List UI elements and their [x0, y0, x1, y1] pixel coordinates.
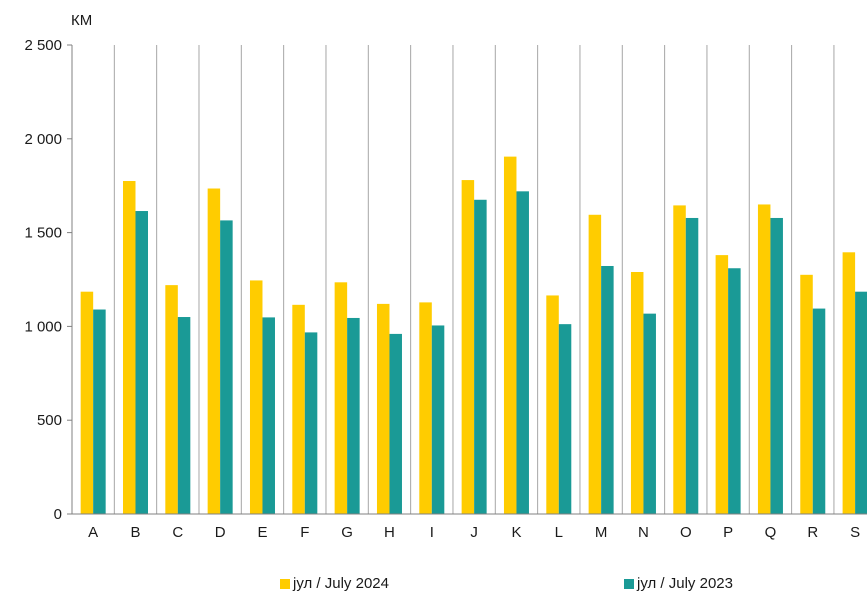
bar-o-2024: [673, 205, 686, 514]
bar-p-2023: [728, 268, 741, 514]
bar-i-2023: [431, 325, 445, 514]
y-tick-label: 1 500: [24, 225, 62, 242]
x-tick-label-r: R: [807, 524, 818, 541]
bar-e-2023: [262, 317, 275, 514]
bar-m-2024: [588, 214, 602, 514]
x-axis-ticks: A B C D E F G H I J K L M N O P Q R S: [88, 524, 860, 541]
bar-d-2024: [207, 188, 221, 514]
bar-h-2024: [376, 303, 390, 514]
legend-item-2023: јул / July 2023: [624, 575, 733, 592]
bar-l-2024: [546, 295, 559, 514]
bar-c-2024: [165, 285, 178, 514]
bar-e-2024: [249, 280, 263, 514]
x-tick-label-q: Q: [765, 524, 777, 541]
legend-swatch-2024: [280, 578, 290, 589]
y-tick-label: 2 000: [24, 131, 62, 148]
x-tick-label-e: E: [257, 524, 267, 541]
x-tick-label-d: D: [215, 524, 226, 541]
x-tick-label-j: J: [470, 524, 478, 541]
unit-label: КМ: [71, 12, 92, 29]
x-tick-label-k: K: [511, 524, 521, 541]
bar-k-2023: [516, 191, 529, 514]
bar-p-2024: [715, 255, 729, 514]
x-tick-label-s: S: [850, 524, 860, 541]
bar-m-2023: [601, 265, 614, 514]
bar-s-2023: [855, 291, 867, 514]
bar-f-2024: [292, 304, 305, 514]
y-tick-label: 2 500: [24, 37, 62, 54]
bar-g-2024: [334, 282, 348, 514]
x-tick-label-c: C: [172, 524, 183, 541]
x-tick-label-i: I: [430, 524, 434, 541]
x-tick-label-l: L: [555, 524, 563, 541]
legend-label-2023: јул / July 2023: [637, 575, 733, 592]
bar-a-2023: [93, 309, 106, 514]
bars: [80, 156, 867, 514]
bar-f-2023: [304, 332, 318, 514]
bar-b-2024: [122, 181, 136, 514]
bar-r-2024: [800, 274, 813, 514]
x-tick-label-p: P: [723, 524, 733, 541]
bar-r-2023: [812, 308, 826, 514]
gridlines: [113, 45, 835, 514]
bar-g-2023: [347, 317, 360, 514]
bar-n-2024: [630, 271, 644, 514]
legend-item-2024: јул / July 2024: [280, 575, 389, 592]
x-tick-label-a: A: [88, 524, 98, 541]
bar-i-2024: [419, 302, 432, 514]
axes: [71, 45, 867, 515]
bar-h-2023: [389, 333, 402, 514]
x-tick-label-h: H: [384, 524, 395, 541]
x-tick-label-g: G: [341, 524, 353, 541]
bar-d-2023: [220, 220, 233, 514]
bar-o-2023: [685, 217, 699, 514]
y-tick-label: 0: [54, 506, 62, 523]
legend-swatch-2023: [624, 578, 634, 589]
x-tick-label-f: F: [300, 524, 309, 541]
legend-label-2024: јул / July 2024: [293, 575, 389, 592]
x-tick-label-n: N: [638, 524, 649, 541]
y-axis-ticks: 0 500 1 000 1 500 2 000 2 500: [24, 37, 72, 523]
bar-c-2023: [177, 317, 191, 514]
bar-s-2024: [842, 252, 856, 514]
bar-n-2023: [643, 313, 656, 514]
bar-j-2023: [474, 199, 487, 514]
x-tick-label-m: M: [595, 524, 608, 541]
bar-q-2024: [757, 204, 771, 514]
x-tick-label-o: O: [680, 524, 692, 541]
y-tick-label: 1 000: [24, 318, 62, 335]
x-tick-label-b: B: [130, 524, 140, 541]
bar-a-2024: [80, 291, 94, 514]
y-tick-label: 500: [37, 412, 62, 429]
bar-q-2023: [770, 217, 783, 514]
bar-b-2023: [135, 211, 148, 514]
bar-l-2023: [558, 324, 572, 514]
bar-j-2024: [461, 180, 475, 514]
bar-k-2024: [503, 156, 517, 514]
